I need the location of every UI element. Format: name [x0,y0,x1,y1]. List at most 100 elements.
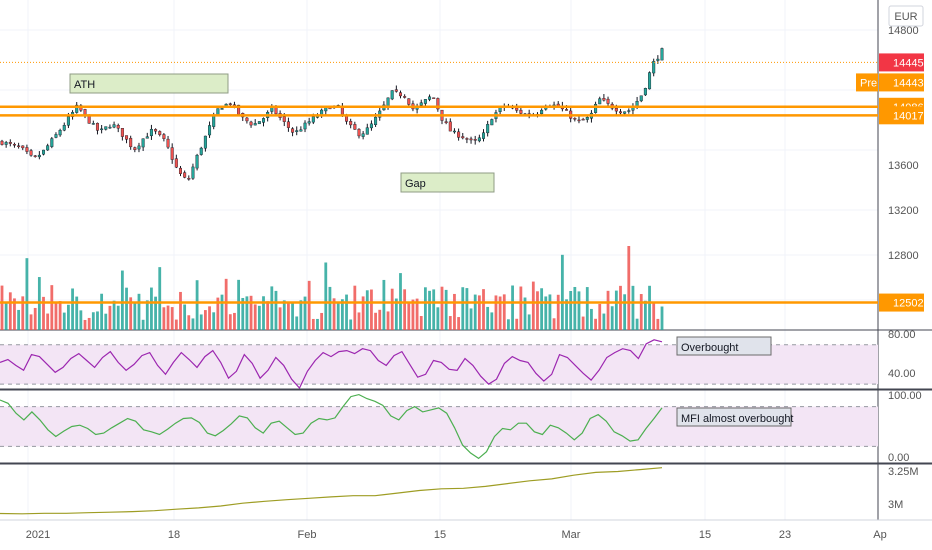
level-badge-label: 12502 [893,298,924,310]
rsi-tick-label: 40.00 [888,368,916,380]
volume-bar [394,298,398,330]
candle-body [515,107,519,111]
candle-body [652,61,656,74]
volume-bar [274,290,278,330]
volume-bar [17,309,21,330]
volume-bar [569,290,573,330]
level-lines [0,61,878,304]
candle-body [187,178,191,180]
candle-body [386,97,390,106]
candle-body [212,115,216,127]
candle-body [220,108,224,110]
volume-bar [581,316,585,330]
volume-bar [573,286,577,330]
volume-bar [382,279,386,330]
volume-bar [8,292,12,330]
volume-bar [108,305,112,330]
mfi-line [0,393,663,460]
volume-bar [249,295,253,330]
volume-bar [262,296,265,330]
volume-bar [519,286,523,330]
volume-bar [540,288,544,330]
candle-body [282,116,286,122]
volume-bar [287,302,290,330]
volume-bar [266,301,270,330]
time-tick-label: Ap [873,529,886,541]
candle-body [100,128,104,131]
candle-body [477,137,481,142]
volume-bar [307,280,311,330]
candle-body [83,109,87,115]
volume-bar [370,289,373,330]
volume-bar [461,287,465,330]
price-tick-label: 12800 [888,250,919,262]
currency-badge[interactable] [888,5,924,27]
candle-body [0,140,4,145]
volume-bar [58,301,62,330]
volume-bar [174,319,178,330]
time-tick-label: Mar [562,529,581,541]
volume-bar [602,313,606,330]
volume-bar [544,296,548,330]
currency-label: EUR [894,11,917,23]
candle-body [606,98,610,104]
candle-body [199,147,203,155]
volume-bar [473,294,477,330]
rsi-tick-label: 80.00 [888,329,916,341]
premarket-badge [879,73,924,92]
candle-body [17,145,21,147]
price-tick-label: 14800 [888,25,919,37]
volume-bar [349,319,353,330]
candle-body [33,155,37,157]
volume-bar [639,294,643,330]
volume-bar [507,319,510,330]
volume-bar [208,306,211,330]
volume-bar [120,270,124,330]
candle-body [303,122,307,130]
candle-body [565,109,569,111]
volume-bar [527,314,531,330]
mfi-tick-label: 0.00 [888,452,909,464]
volume-bar [440,286,444,330]
candle-body [21,145,25,149]
volume-bar [660,306,664,330]
volume-bar [150,287,153,330]
candle-body [349,121,353,126]
candle-body [112,124,116,128]
candle-body [104,126,108,130]
volume-bar [83,319,87,330]
volume-bar [415,298,419,330]
candle-body [29,150,33,156]
volume-bar [170,307,174,330]
candle-body [25,147,29,152]
candle-body [432,97,436,99]
volume-bar [598,303,602,330]
time-tick-label: 15 [699,529,711,541]
candle-body [361,133,365,137]
price-tick-label: 13600 [888,160,919,172]
candle-body [648,72,652,90]
volume-bar [594,318,597,330]
volume-bar [365,290,369,330]
volume-bar [33,307,37,330]
volume-bar [145,300,149,330]
volume-bar [407,302,411,330]
volume-bar [378,309,382,330]
candle-body [452,130,456,133]
volume-bar [295,316,299,330]
candle-body [75,104,79,113]
volume-bar [282,300,286,330]
candle-body [191,166,195,179]
volume-bar [0,285,4,330]
candle-body [37,154,41,158]
candle-body [50,138,54,147]
candle-body [120,128,124,137]
volume-bar [469,308,473,330]
candle-body [436,98,440,110]
candle-body [394,89,398,92]
volume-bar [241,297,245,330]
volume-bar [162,307,166,330]
candle-body [369,123,373,129]
volume-bar [465,288,469,330]
